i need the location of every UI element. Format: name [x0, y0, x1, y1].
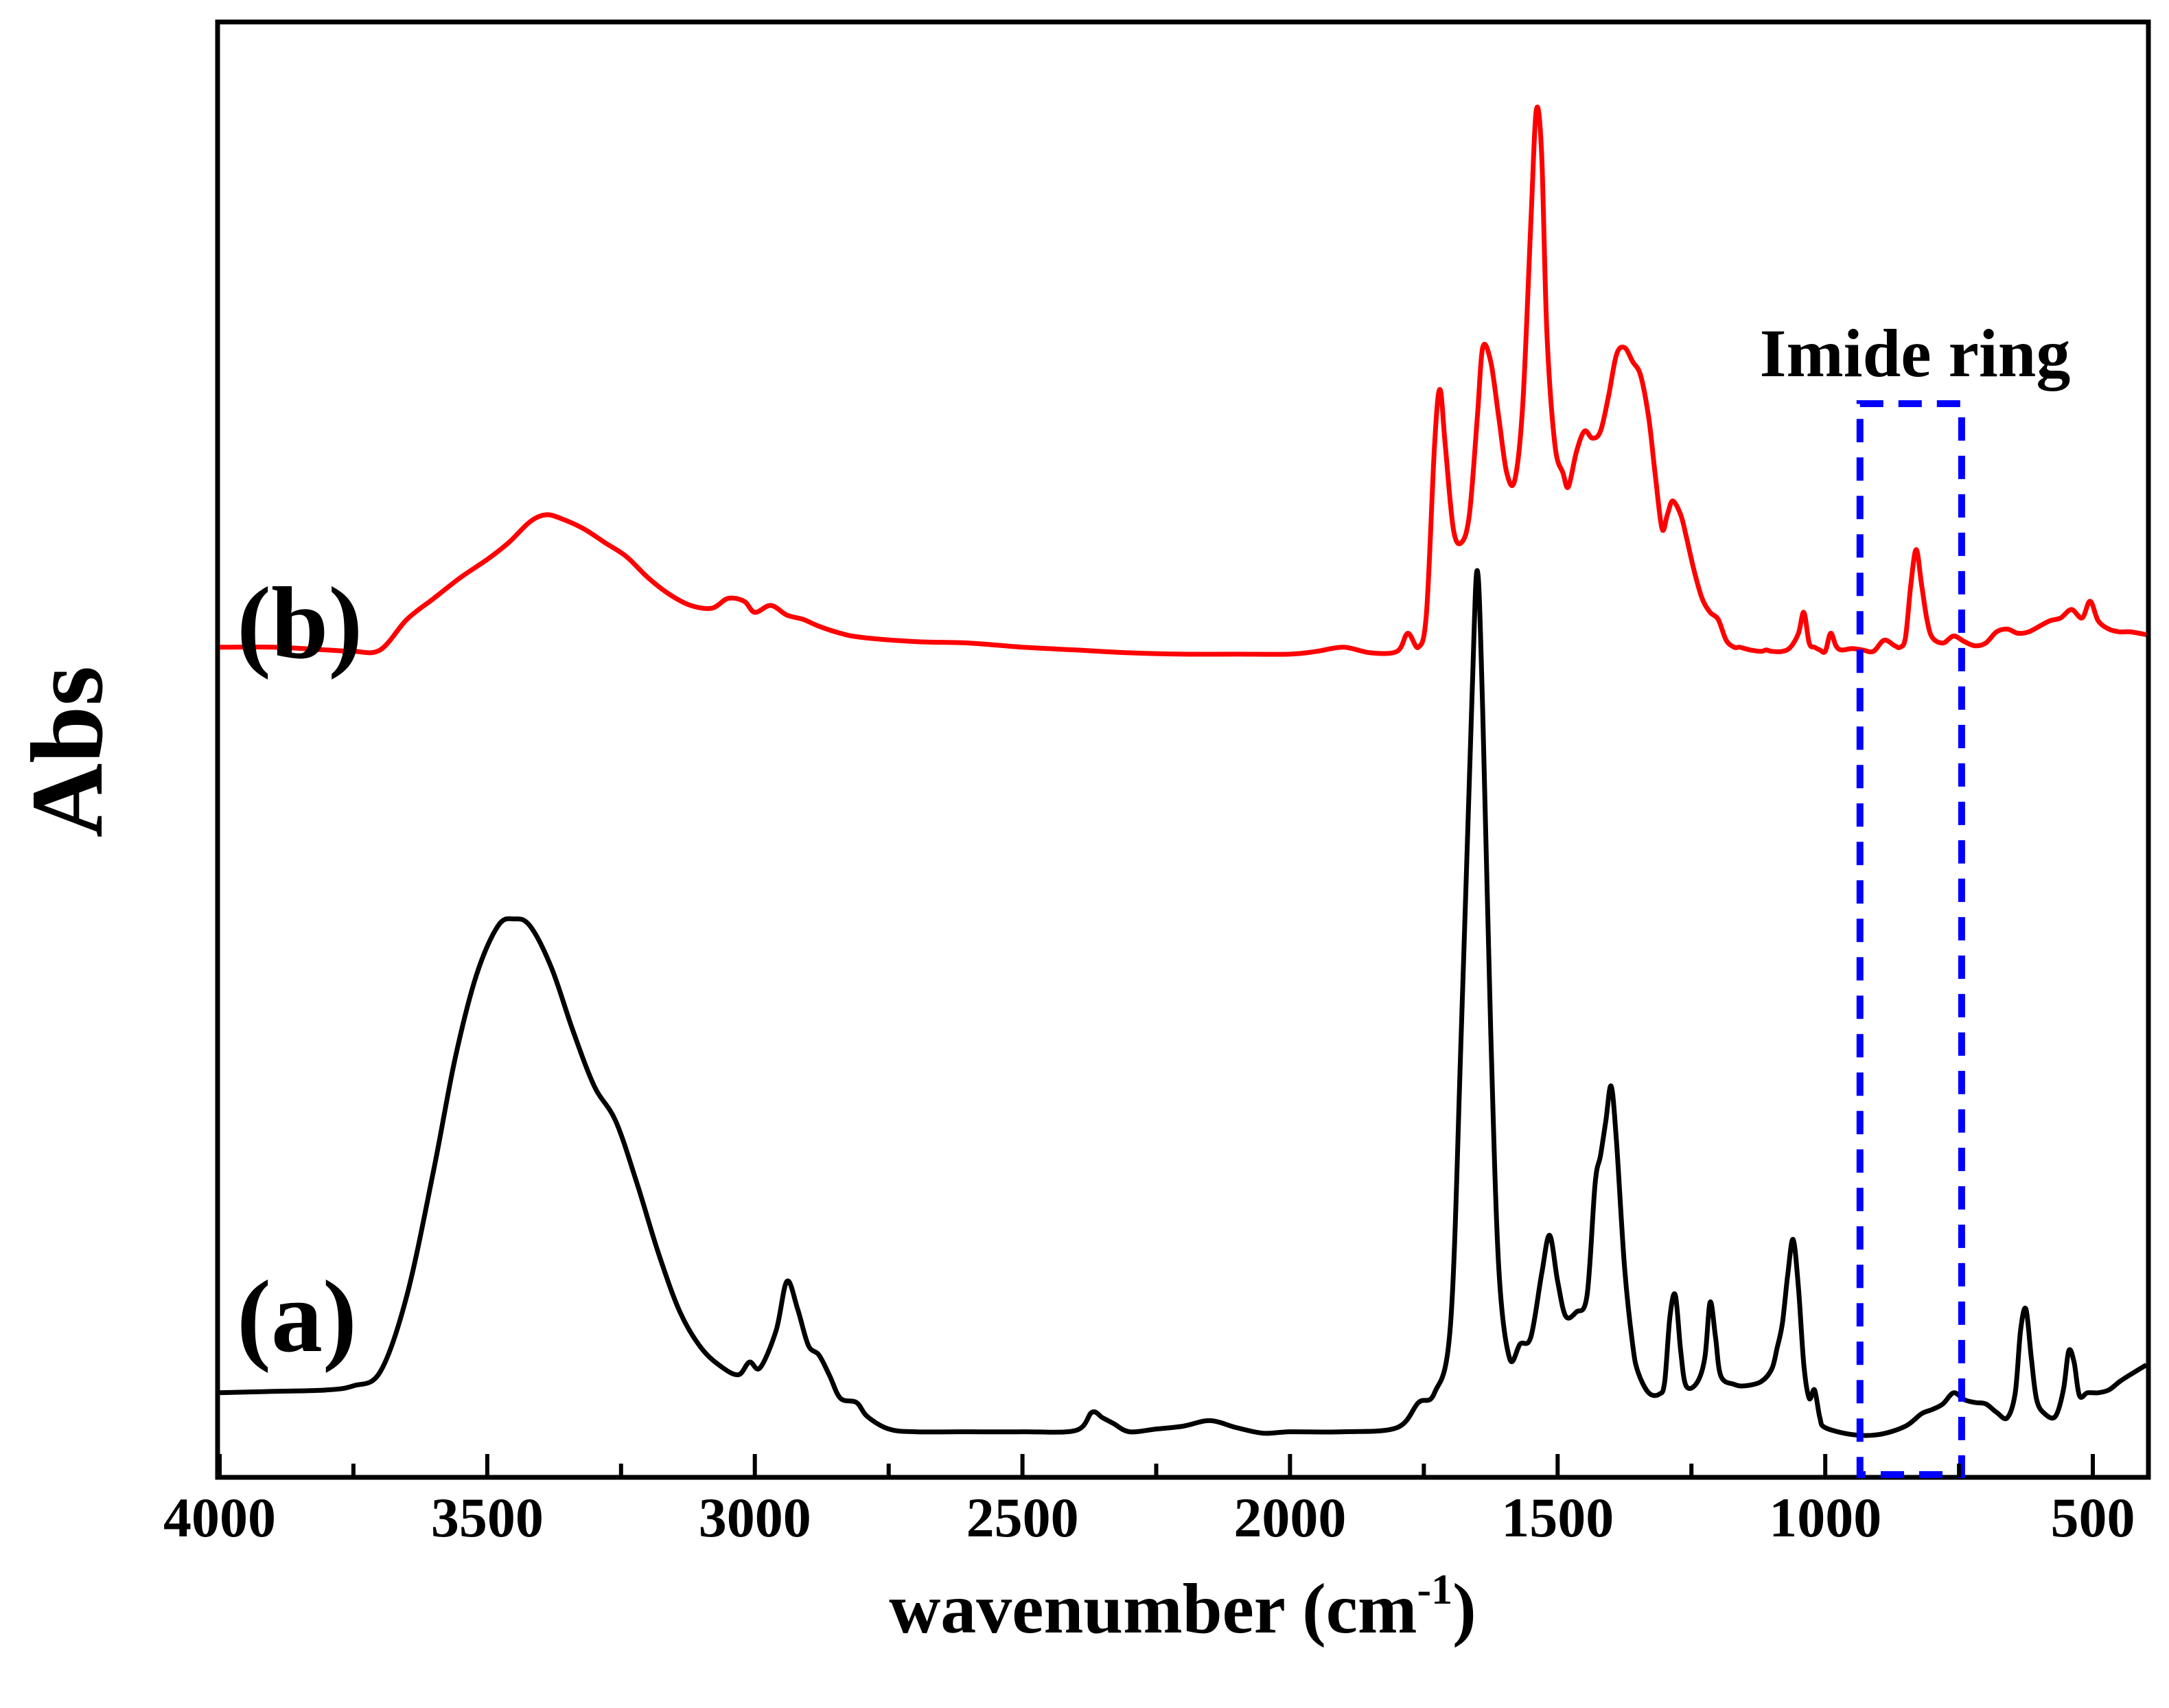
x-tick-label-1000: 1000 — [1769, 1486, 1881, 1549]
x-tick-label-2000: 2000 — [1233, 1486, 1346, 1549]
annotation-layer — [1856, 400, 1965, 1478]
series-line-a — [219, 568, 2148, 1438]
y-axis-title: Abs — [10, 666, 124, 838]
x-axis-title-close: ) — [1452, 1569, 1476, 1648]
series-label-a: (a) — [237, 1260, 357, 1374]
x-tick-label-1500: 1500 — [1501, 1486, 1614, 1549]
x-axis-title: wavenumber (cm-1) — [889, 1567, 1476, 1648]
imide-ring-box — [1856, 400, 1965, 1478]
x-tick-label-4000: 4000 — [163, 1486, 276, 1549]
x-tick-label-2500: 2500 — [966, 1486, 1079, 1549]
series-layer — [219, 104, 2148, 1438]
x-axis-title-main: wavenumber (cm — [889, 1569, 1417, 1648]
x-tick-label-500: 500 — [2051, 1486, 2135, 1549]
x-axis-title-superscript: -1 — [1417, 1567, 1453, 1613]
x-tick-label-3000: 3000 — [699, 1486, 811, 1549]
series-label-b: (b) — [237, 566, 362, 680]
series-line-b — [219, 104, 2147, 657]
x-axis-ticks: 4000 3500 3000 2500 2000 1500 1000 500 — [163, 1454, 2135, 1549]
annotation-label: Imide ring — [1760, 315, 2071, 391]
x-tick-label-3500: 3500 — [431, 1486, 544, 1549]
plot-frame — [215, 19, 2151, 1480]
